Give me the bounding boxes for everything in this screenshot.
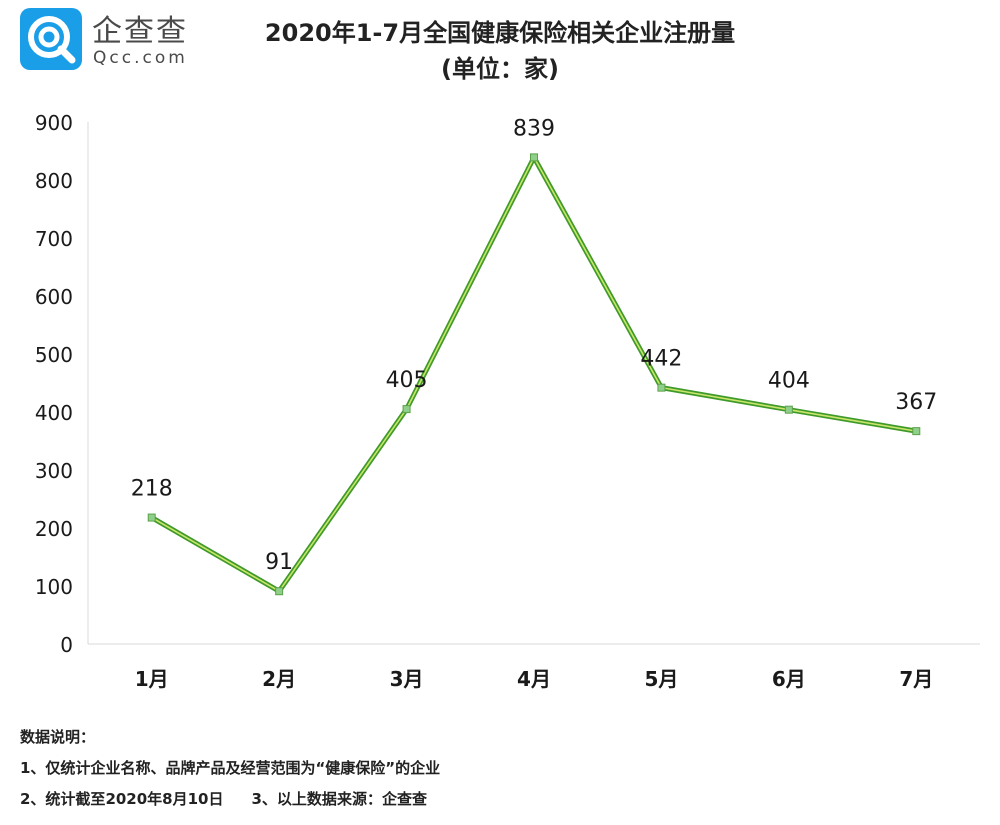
data-point — [275, 587, 284, 596]
y-tick-label: 600 — [35, 285, 73, 309]
data-label: 839 — [513, 116, 555, 141]
data-point — [147, 513, 156, 522]
brand-name-en: Qcc.com — [93, 48, 188, 68]
data-label: 405 — [386, 368, 428, 393]
x-tick-label: 4月 — [517, 667, 551, 691]
notes-item-row-2: 2、统计截至2020年8月10日 3、以上数据来源：企查查 — [20, 784, 440, 815]
data-point — [657, 383, 666, 392]
y-tick-label: 400 — [35, 401, 73, 425]
x-tick-label: 5月 — [644, 667, 678, 691]
notes-item-2: 2、统计截至2020年8月10日 — [20, 790, 224, 808]
data-label: 442 — [640, 347, 682, 372]
brand-logo: 企查查 Qcc.com — [20, 6, 230, 72]
data-point — [530, 153, 538, 162]
x-tick-label: 2月 — [262, 667, 296, 691]
x-tick-label: 6月 — [772, 667, 806, 691]
qcc-logo-icon — [20, 8, 82, 70]
data-notes: 数据说明： 1、仅统计企业名称、品牌产品及经营范围为“健康保险”的企业 2、统计… — [20, 722, 440, 815]
y-tick-label: 900 — [35, 111, 73, 135]
y-tick-label: 500 — [35, 343, 73, 367]
y-tick-label: 300 — [35, 459, 73, 483]
x-tick-label: 3月 — [390, 667, 424, 691]
x-tick-label: 7月 — [899, 667, 933, 691]
x-tick-label: 1月 — [135, 667, 169, 691]
line-chart: 0 100 200 300 400 500 600 700 800 900 1月 2月 3月 4月 5月 6月… — [35, 111, 980, 691]
data-label: 367 — [895, 390, 937, 415]
chart-title: 2020年1-7月全国健康保险相关企业注册量 — [264, 19, 736, 47]
data-label: 91 — [265, 550, 293, 575]
data-label: 218 — [131, 477, 173, 502]
notes-item-3: 3、以上数据来源：企查查 — [251, 790, 427, 808]
brand-name-cn: 企查查 — [92, 14, 188, 49]
y-tick-label: 100 — [35, 575, 73, 599]
y-tick-label: 200 — [35, 517, 73, 541]
chart-subtitle: (单位：家) — [441, 55, 559, 83]
data-label: 404 — [768, 369, 810, 394]
y-tick-label: 0 — [60, 633, 73, 657]
data-point — [912, 427, 921, 436]
y-tick-label: 800 — [35, 169, 73, 193]
y-tick-label: 700 — [35, 227, 73, 251]
data-point — [402, 405, 411, 414]
notes-heading: 数据说明： — [20, 728, 96, 746]
notes-item-1: 1、仅统计企业名称、品牌产品及经营范围为“健康保险”的企业 — [20, 759, 441, 777]
data-point — [784, 405, 793, 414]
